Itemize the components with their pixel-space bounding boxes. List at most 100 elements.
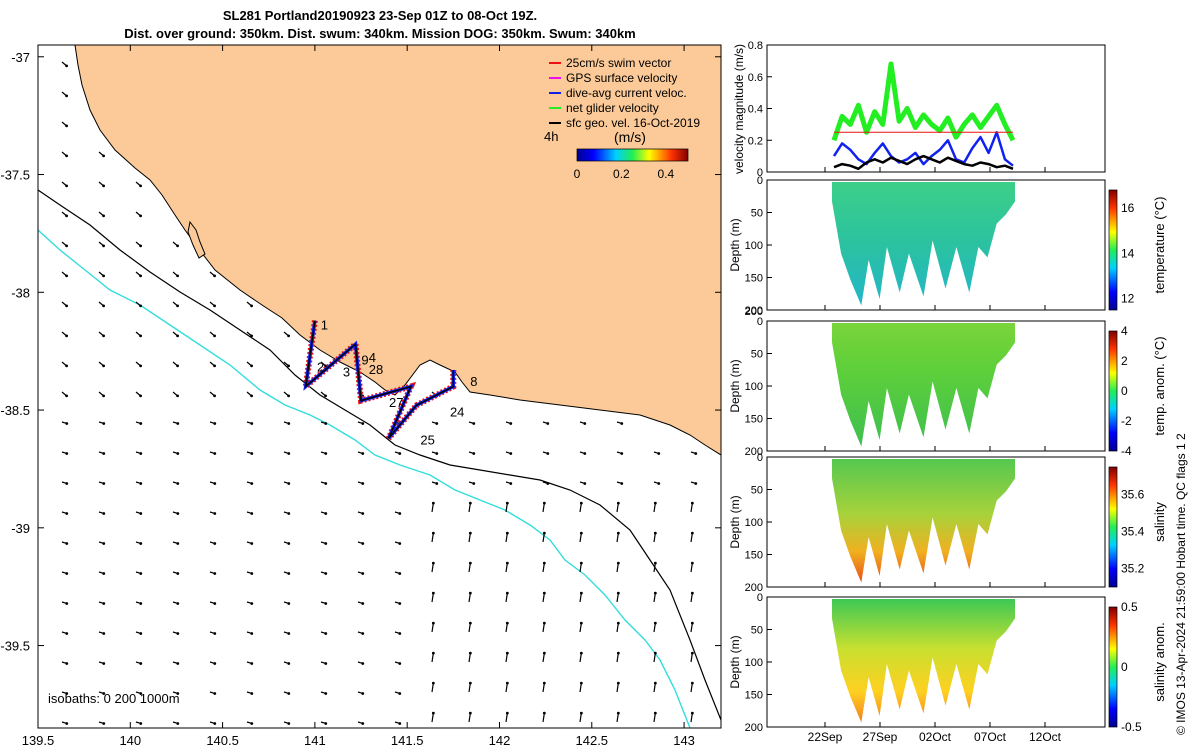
section-colorbar-tick: -4 — [1121, 444, 1132, 458]
arrow-head — [542, 651, 546, 655]
section-ytick-label: 100 — [745, 657, 763, 669]
map-xtick-label: 141 — [304, 733, 326, 748]
arrow-head — [65, 244, 68, 248]
arrow-head — [398, 722, 402, 725]
arrow-head — [468, 621, 472, 625]
time-xtick-label: 22Sep — [808, 730, 843, 744]
arrow-head — [398, 452, 402, 455]
arrow-head — [213, 692, 217, 695]
arrow-head — [176, 542, 180, 545]
waypoint-label: 25 — [420, 433, 434, 448]
map-xtick-label: 140 — [119, 733, 141, 748]
arrow-head — [431, 681, 435, 685]
waypoint-label: 24 — [450, 404, 464, 419]
map-colorbar-ticks: 0 0.2 0.4 — [574, 167, 675, 181]
section-ytick-label: 200 — [745, 305, 763, 317]
waypoint-label: 1 — [321, 317, 328, 332]
arrow-head — [579, 711, 583, 715]
arrow-head — [213, 722, 217, 725]
arrow-head — [65, 482, 69, 485]
arrow-head — [542, 711, 546, 715]
arrow-head — [398, 632, 402, 635]
arrow-head — [176, 422, 180, 425]
sfc-velocity-arrow — [431, 533, 434, 543]
sfc-velocity-arrow — [542, 593, 545, 603]
arrow-head — [616, 561, 620, 565]
sfc-velocity-arrow — [431, 593, 434, 603]
arrow-head — [361, 632, 365, 635]
arrow-head — [213, 452, 217, 455]
arrow-head — [579, 651, 583, 655]
arrow-head — [324, 512, 328, 515]
velocity-ytick-label: 0.6 — [748, 72, 763, 84]
arrow-head — [65, 542, 69, 545]
sfc-velocity-arrow — [468, 533, 471, 543]
arrow-head — [65, 184, 68, 188]
sfc-velocity-arrow — [431, 563, 434, 573]
arrow-head — [505, 501, 509, 505]
sfc-velocity-arrow — [616, 563, 619, 573]
arrow-head — [287, 364, 290, 368]
sfc-velocity-arrow — [616, 623, 619, 633]
section-ytick-label: 0 — [757, 452, 763, 464]
arrow-head — [579, 501, 583, 505]
arrow-head — [213, 662, 217, 665]
sfc-velocity-arrow — [653, 593, 656, 603]
arrow-head — [690, 531, 694, 535]
arrow-head — [65, 572, 69, 575]
sfc-velocity-arrow — [579, 533, 582, 543]
arrow-head — [468, 561, 472, 565]
arrow-head — [431, 711, 435, 715]
section-ytick-label: 200 — [745, 582, 763, 594]
credit-text: © IMOS 13-Apr-2024 21:59:00 Hobart time.… — [1174, 433, 1188, 735]
arrow-head — [65, 692, 69, 695]
arrow-head — [509, 452, 513, 455]
arrow-head — [287, 422, 291, 425]
section-colorbar-tick: 14 — [1121, 246, 1135, 260]
arrow-head — [361, 482, 365, 485]
arrow-head — [472, 452, 476, 455]
arrow-head — [324, 394, 327, 398]
arrow-head — [65, 274, 68, 278]
arrow-head — [139, 602, 143, 605]
arrow-head — [324, 692, 328, 695]
arrow-head — [287, 692, 291, 695]
arrow-head — [398, 602, 402, 605]
arrow-head — [468, 591, 472, 595]
arrow-head — [616, 501, 620, 505]
arrow-head — [250, 602, 254, 605]
waypoint-label: 27 — [389, 395, 403, 410]
velocity-y-axis: 0 0.2 0.4 0.6 0.8 — [748, 40, 772, 179]
sfc-velocity-arrow — [542, 533, 545, 543]
isobath-1000m — [38, 229, 691, 728]
section-field — [832, 459, 1015, 583]
section-colorbar-label: temperature (°C) — [1152, 197, 1167, 294]
arrow-head — [102, 422, 106, 425]
arrow-head — [542, 561, 546, 565]
map-ytick-label: -37 — [11, 50, 30, 65]
arrow-head — [213, 572, 217, 575]
arrow-head — [139, 722, 143, 725]
arrow-head — [102, 572, 106, 575]
arrow-head — [361, 722, 365, 725]
map-panel: 1 2 3 4 8 928 24 25 27 139.5 140 140.5 141 141.5 142 1… — [0, 44, 722, 748]
arrow-head — [102, 364, 105, 368]
arrow-head — [505, 561, 509, 565]
arrow-head — [176, 274, 179, 278]
arrow-head — [139, 542, 143, 545]
arrow-head — [176, 244, 179, 248]
map-xtick-label: 143 — [673, 733, 695, 748]
arrow-head — [287, 452, 291, 455]
arrow-head — [176, 334, 179, 338]
arrow-head — [361, 512, 365, 515]
arrow-head — [287, 722, 291, 725]
arrow-head — [398, 662, 402, 665]
arrow-head — [361, 572, 365, 575]
arrow-head — [505, 621, 509, 625]
arrow-head — [653, 501, 657, 505]
arrow-head — [431, 591, 435, 595]
arrow-head — [250, 304, 253, 308]
arrow-head — [653, 711, 657, 715]
arrow-head — [431, 501, 435, 505]
